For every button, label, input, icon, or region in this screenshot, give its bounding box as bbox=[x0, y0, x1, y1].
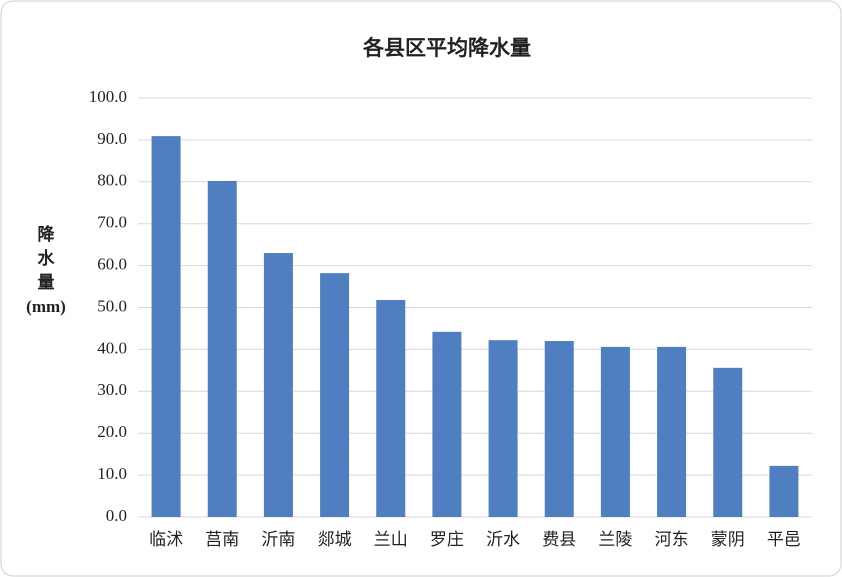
y-tick-label: 90.0 bbox=[97, 129, 127, 148]
x-tick-label: 蒙阴 bbox=[711, 530, 745, 549]
y-tick-label: 10.0 bbox=[97, 464, 127, 483]
x-tick-label: 费县 bbox=[542, 530, 576, 549]
bar bbox=[713, 367, 743, 517]
x-tick-label: 平邑 bbox=[767, 530, 801, 549]
bar bbox=[769, 465, 799, 517]
y-axis-label: (mm) bbox=[26, 297, 66, 316]
x-tick-label: 莒南 bbox=[205, 530, 239, 549]
bar bbox=[488, 340, 518, 517]
x-tick-label: 沂南 bbox=[261, 530, 295, 549]
bar bbox=[544, 341, 574, 517]
bar bbox=[320, 273, 350, 517]
bar bbox=[376, 299, 406, 517]
bar bbox=[207, 180, 237, 517]
chart-title: 各县区平均降水量 bbox=[362, 36, 531, 60]
y-axis-label: 降 bbox=[38, 224, 56, 244]
y-tick-label: 70.0 bbox=[97, 213, 127, 232]
x-tick-label: 沂水 bbox=[486, 530, 520, 549]
x-tick-label: 临沭 bbox=[149, 530, 183, 549]
y-tick-label: 40.0 bbox=[97, 338, 127, 357]
y-axis-label: 量 bbox=[38, 272, 55, 292]
x-tick-label: 兰陵 bbox=[598, 530, 632, 549]
x-tick-label: 郯城 bbox=[318, 530, 352, 549]
bar bbox=[600, 346, 630, 517]
y-tick-label: 50.0 bbox=[97, 296, 127, 315]
bar bbox=[263, 253, 293, 517]
x-tick-label: 河东 bbox=[655, 530, 689, 549]
bar bbox=[151, 136, 181, 517]
bar bbox=[432, 331, 462, 517]
y-tick-label: 20.0 bbox=[97, 422, 127, 441]
y-tick-label: 0.0 bbox=[106, 506, 127, 525]
x-tick-label: 兰山 bbox=[374, 530, 408, 549]
y-tick-label: 30.0 bbox=[97, 380, 127, 399]
bar bbox=[657, 346, 687, 517]
y-axis-label: 水 bbox=[38, 248, 56, 268]
y-tick-label: 100.0 bbox=[89, 87, 127, 106]
y-tick-label: 60.0 bbox=[97, 255, 127, 274]
x-tick-label: 罗庄 bbox=[430, 530, 464, 549]
y-tick-label: 80.0 bbox=[97, 171, 127, 190]
